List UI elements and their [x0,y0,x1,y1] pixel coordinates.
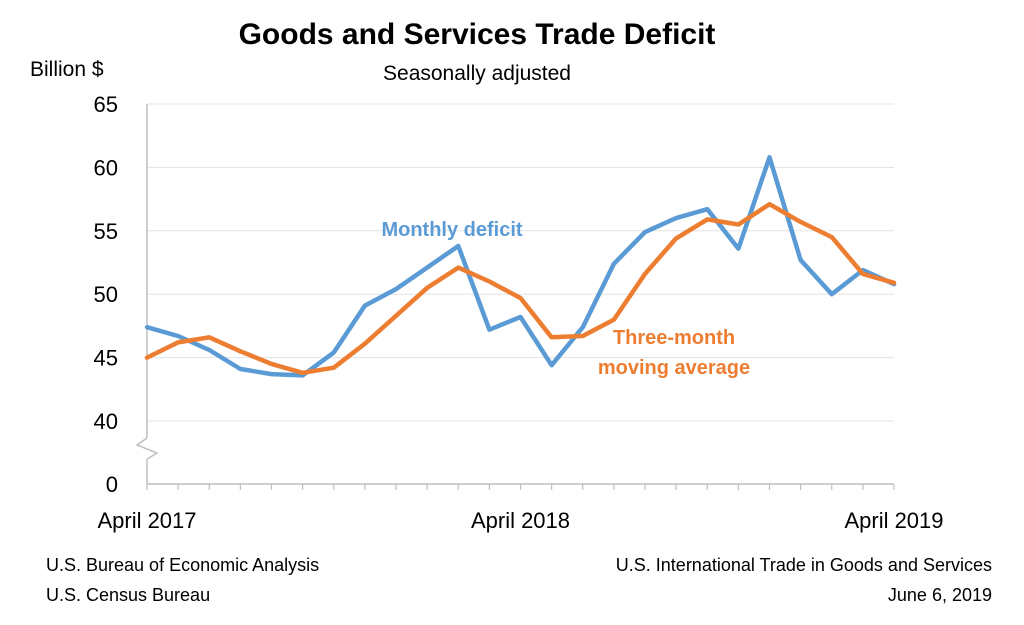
x-tick-labels: April 2017 April 2018 April 2019 [97,508,943,533]
chart-title: Goods and Services Trade Deficit [239,18,716,51]
x-tick-label: April 2019 [844,508,943,533]
annotation-moving-average-line2: moving average [598,357,750,379]
monthly-deficit-line [144,155,897,378]
x-tick-label: April 2017 [97,508,196,533]
footer-release-title: U.S. International Trade in Goods and Se… [616,555,992,575]
y-tick-labels: 65 60 55 50 45 40 0 [94,92,118,497]
annotation-moving-average-line1: Three-month [613,327,735,349]
y-tick-label: 65 [94,92,118,117]
y-tick-label: 0 [106,472,118,497]
annotation-monthly-deficit: Monthly deficit [381,219,522,241]
footer-source-census: U.S. Census Bureau [46,585,210,605]
moving-average-line [144,201,897,376]
y-tick-label: 45 [94,346,118,371]
footer-source-bea: U.S. Bureau of Economic Analysis [46,555,319,575]
series-lines [144,155,897,378]
footer-release-date: June 6, 2019 [888,585,992,605]
y-tick-label: 50 [94,282,118,307]
x-tick-label: April 2018 [471,508,570,533]
gridlines [147,103,894,422]
axis-break-icon [135,437,159,460]
y-axis [135,104,159,484]
y-tick-label: 40 [94,409,118,434]
chart-subtitle: Seasonally adjusted [383,62,571,85]
y-axis-label: Billion $ [30,58,104,81]
y-tick-label: 55 [94,219,118,244]
x-tick-marks [146,484,895,490]
y-tick-label: 60 [94,155,118,180]
